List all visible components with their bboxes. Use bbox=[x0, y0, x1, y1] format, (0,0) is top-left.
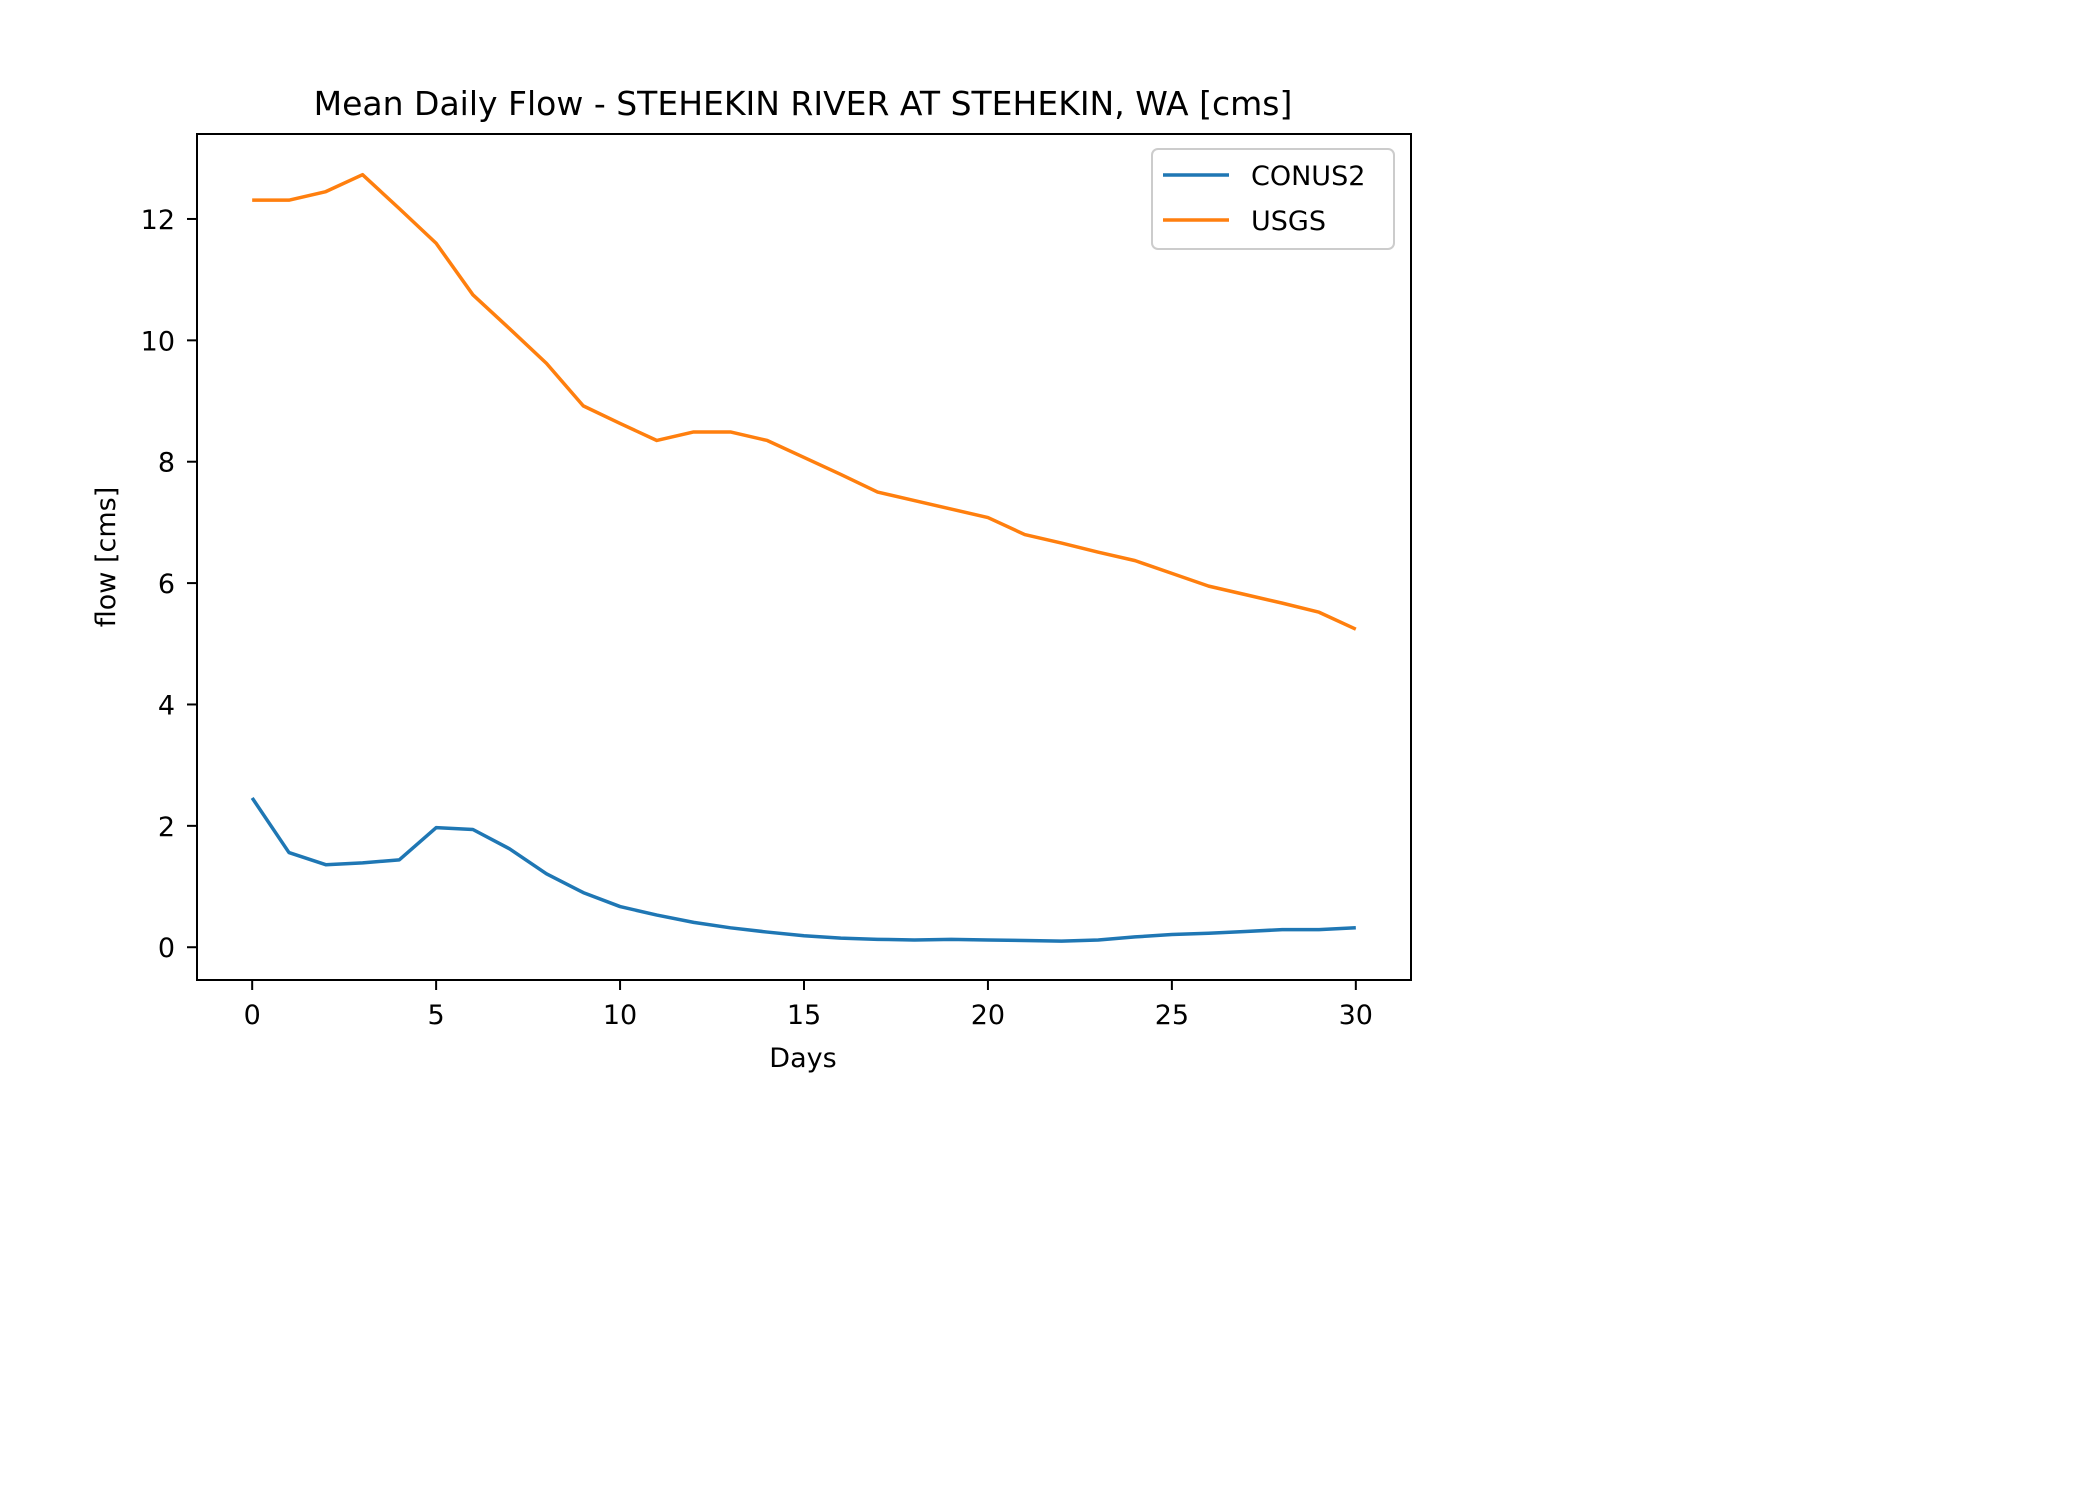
series-line-usgs bbox=[252, 172, 1357, 631]
y-tick-label: 6 bbox=[158, 569, 175, 600]
x-tick-label: 0 bbox=[244, 1000, 261, 1031]
y-tick-label: 8 bbox=[158, 448, 175, 479]
x-axis-ticks: 0 5 10 15 20 25 30 bbox=[244, 980, 1373, 1031]
chart-title: Mean Daily Flow - STEHEKIN RIVER AT STEH… bbox=[314, 84, 1293, 123]
legend-label-conus2: CONUS2 bbox=[1251, 161, 1365, 192]
lines-layer bbox=[250, 172, 1357, 943]
x-tick-label: 20 bbox=[971, 1000, 1005, 1031]
y-axis-label: flow [cms] bbox=[91, 487, 122, 627]
legend: CONUS2 USGS bbox=[1151, 148, 1395, 250]
chart: Mean Daily Flow - STEHEKIN RIVER AT STEH… bbox=[91, 84, 1412, 1074]
y-tick-label: 12 bbox=[141, 205, 175, 236]
series-line-conus2 bbox=[250, 796, 1356, 943]
x-tick-label: 10 bbox=[603, 1000, 637, 1031]
y-tick-label: 0 bbox=[158, 933, 175, 964]
y-tick-label: 2 bbox=[158, 812, 175, 843]
y-tick-label: 4 bbox=[158, 690, 175, 721]
x-tick-label: 25 bbox=[1155, 1000, 1189, 1031]
x-tick-label: 30 bbox=[1339, 1000, 1373, 1031]
x-tick-label: 5 bbox=[428, 1000, 445, 1031]
y-axis-ticks: 0 2 4 6 8 10 12 bbox=[141, 205, 197, 964]
y-tick-label: 10 bbox=[141, 326, 175, 357]
x-axis-label: Days bbox=[769, 1043, 836, 1074]
legend-label-usgs: USGS bbox=[1251, 206, 1326, 237]
x-tick-label: 15 bbox=[787, 1000, 821, 1031]
